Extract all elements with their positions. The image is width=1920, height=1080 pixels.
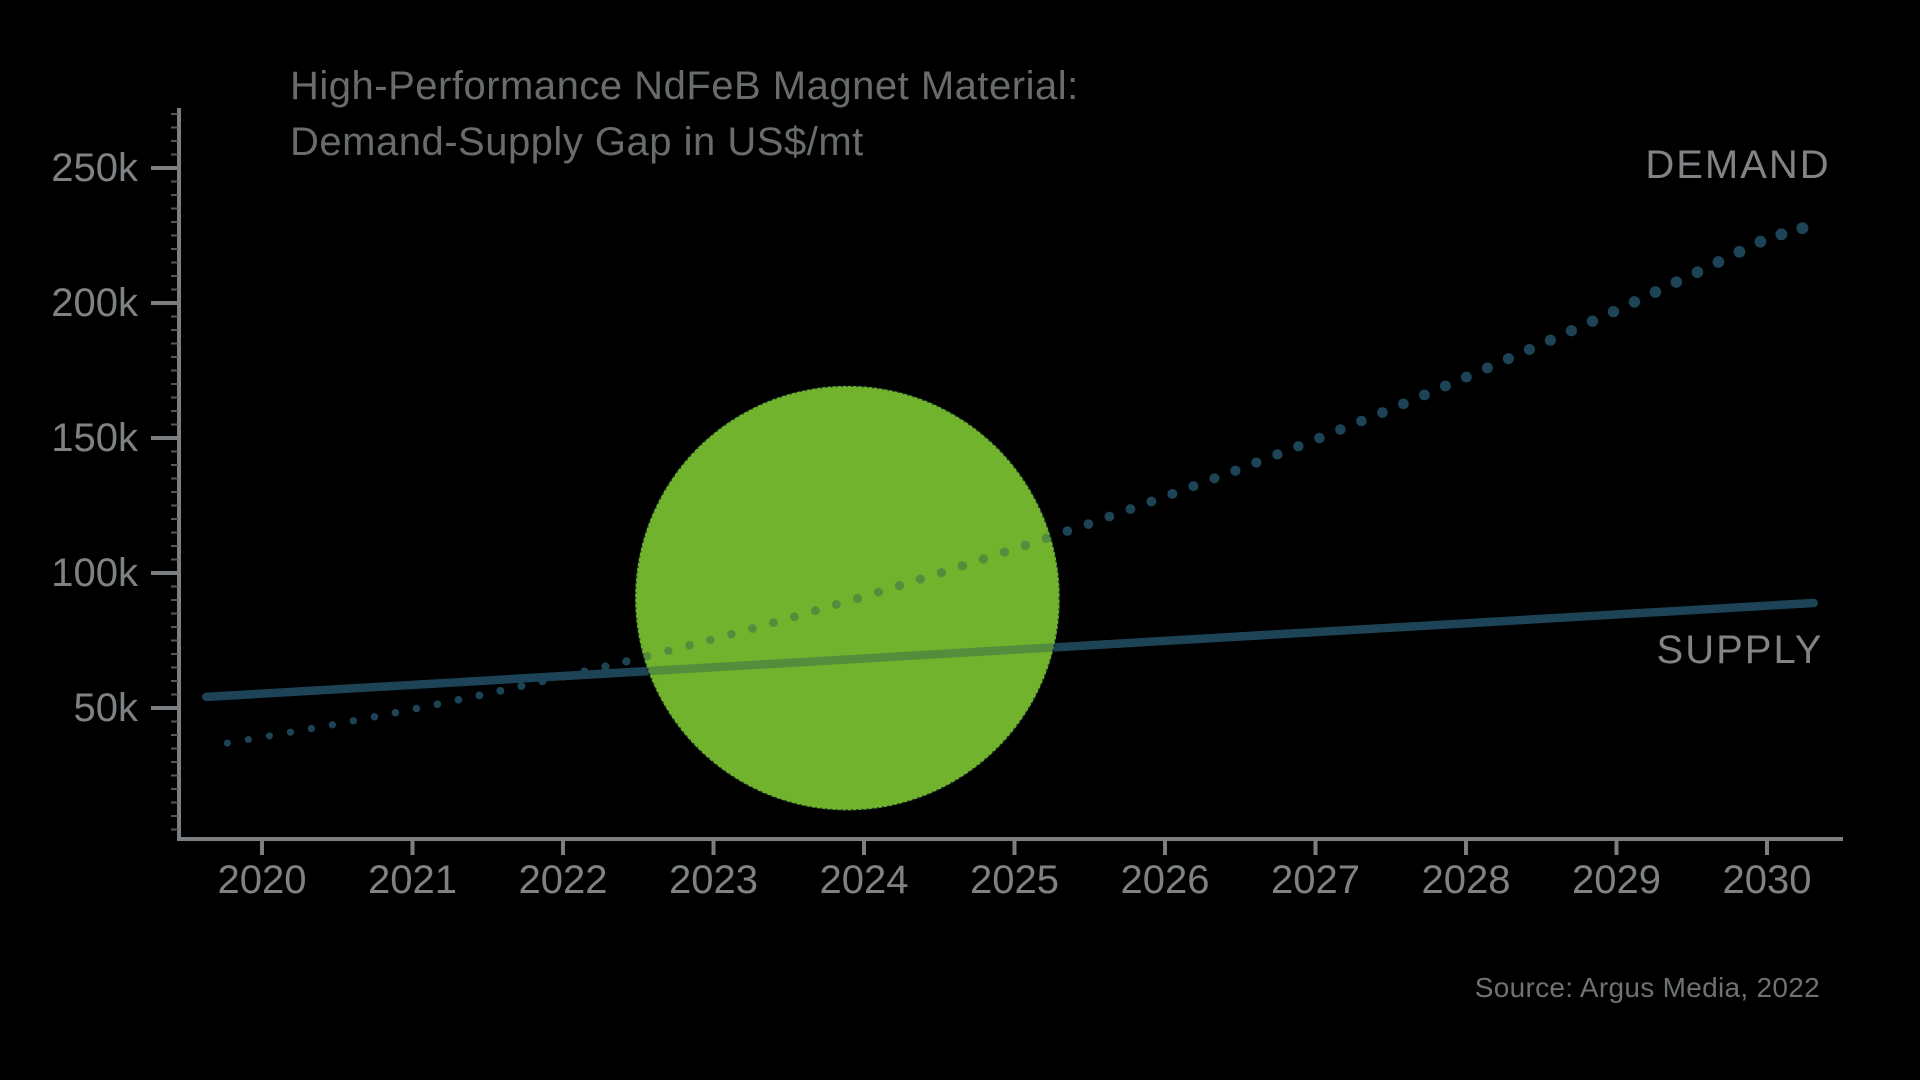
demand-dot — [391, 708, 400, 717]
demand-dot — [580, 667, 589, 676]
demand-dot — [307, 724, 316, 733]
demand-dot — [1062, 526, 1073, 536]
demand-dot — [1335, 424, 1346, 435]
demand-dot — [1544, 334, 1556, 346]
y-tick-label-250k: 250k — [51, 146, 138, 190]
demand-dot — [1314, 432, 1325, 444]
demand-dot — [1670, 276, 1683, 288]
x-tick-label-2024: 2024 — [819, 858, 909, 902]
y-tick-label-150k: 150k — [51, 416, 138, 460]
demand-dot — [433, 700, 442, 709]
x-tick-label-2021: 2021 — [368, 858, 457, 902]
demand-dot — [1733, 245, 1746, 258]
demand-dot — [538, 677, 547, 686]
x-tick-label-2020: 2020 — [217, 858, 307, 902]
demand-dot — [1125, 504, 1136, 514]
demand-dot — [1523, 343, 1535, 356]
y-tick-label-50k: 50k — [73, 686, 139, 730]
demand-dot — [1104, 511, 1115, 522]
gap-circle-overlay — [634, 384, 1061, 812]
demand-dot — [1649, 286, 1662, 298]
chart-title: High-Performance NdFeB Magnet Material: … — [290, 58, 1079, 170]
demand-dot — [223, 739, 231, 747]
demand-dot — [1230, 465, 1241, 476]
demand-dot — [1167, 488, 1178, 499]
demand-dot — [601, 662, 610, 671]
demand-dot — [454, 695, 463, 704]
demand-series-label: DEMAND — [1645, 143, 1831, 187]
demand-dot — [1754, 235, 1767, 248]
demand-dot — [1398, 398, 1409, 410]
x-tick-label-2022: 2022 — [518, 858, 608, 902]
x-tick-label-2028: 2028 — [1421, 858, 1511, 902]
demand-dot — [1209, 473, 1220, 484]
demand-dot — [1775, 228, 1788, 241]
demand-dot — [1377, 407, 1388, 418]
demand-dot — [1796, 222, 1809, 235]
demand-dot — [1146, 496, 1157, 507]
demand-dot — [370, 712, 379, 721]
demand-dot — [265, 732, 273, 740]
demand-dot — [1586, 315, 1599, 327]
demand-dot — [1628, 296, 1641, 308]
x-tick-label-2026: 2026 — [1120, 858, 1210, 902]
demand-dot — [559, 672, 568, 681]
demand-dot — [1356, 415, 1367, 427]
demand-dot — [1691, 266, 1704, 279]
demand-dot — [622, 657, 631, 666]
demand-dot — [475, 691, 484, 700]
demand-dot — [1272, 449, 1283, 460]
demand-dot — [328, 721, 337, 729]
x-tick-label-2027: 2027 — [1271, 858, 1360, 902]
demand-dot — [286, 728, 294, 736]
demand-dot — [1502, 353, 1514, 365]
demand-dot — [1188, 481, 1199, 492]
demand-dot — [412, 704, 421, 713]
demand-dot — [1481, 362, 1493, 374]
axes — [151, 108, 1843, 855]
demand-dot — [1712, 256, 1725, 268]
x-tick-label-2025: 2025 — [970, 858, 1059, 902]
demand-dot — [1419, 389, 1430, 401]
demand-dot — [1607, 306, 1620, 318]
chart-title-line-1: High-Performance NdFeB Magnet Material: — [290, 64, 1079, 108]
x-tick-label-2030: 2030 — [1722, 858, 1812, 902]
y-tick-label-100k: 100k — [51, 551, 138, 595]
demand-dot — [244, 735, 252, 744]
demand-dot — [496, 686, 505, 695]
supply-series-label: SUPPLY — [1656, 628, 1824, 672]
x-tick-label-2029: 2029 — [1572, 858, 1661, 902]
demand-dot — [1251, 457, 1262, 468]
demand-dot — [1439, 380, 1451, 392]
demand-dot — [517, 682, 526, 691]
y-tick-label-200k: 200k — [51, 281, 138, 325]
demand-dot — [1460, 371, 1472, 383]
demand-dot — [349, 717, 358, 725]
source-attribution: Source: Argus Media, 2022 — [1474, 972, 1820, 1003]
demand-dot — [1565, 325, 1578, 337]
demand-dot — [1083, 519, 1094, 529]
y-minor-ticks — [171, 113, 178, 831]
chart-title-line-2: Demand-Supply Gap in US$/mt — [290, 120, 864, 164]
demand-dot — [1293, 441, 1304, 452]
x-tick-label-2023: 2023 — [669, 858, 758, 902]
